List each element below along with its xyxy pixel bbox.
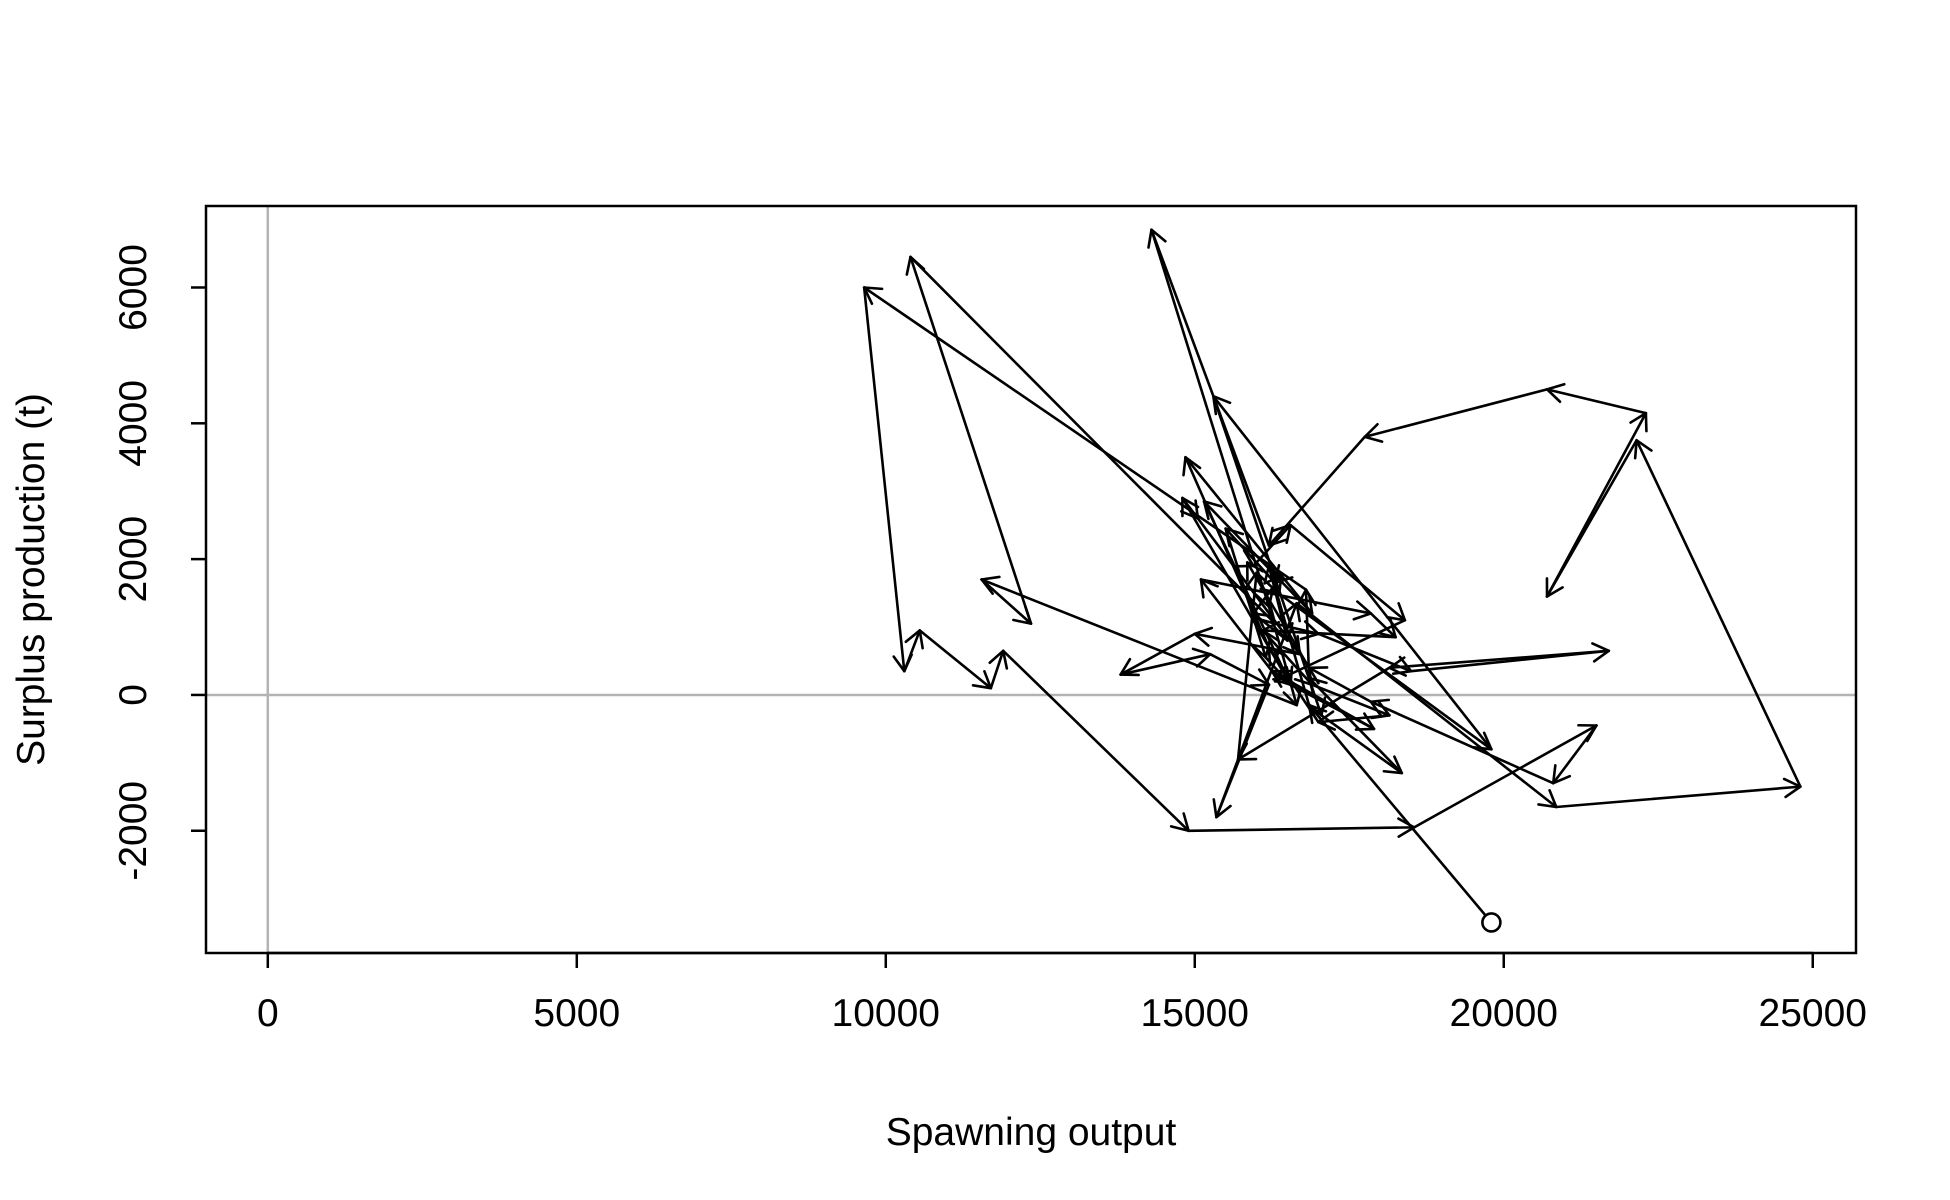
x-tick-label: 10000 xyxy=(832,992,940,1035)
trajectory-arrow xyxy=(862,286,1308,591)
trajectory-arrow xyxy=(1633,438,1802,788)
trajectory-arrow xyxy=(1363,388,1549,443)
trajectory-arrow xyxy=(1554,777,1802,809)
trajectory-arrow xyxy=(1273,618,1407,685)
trajectory-arrow xyxy=(1182,455,1271,649)
trajectory-arrow xyxy=(1551,724,1598,785)
x-axis: 0 5000 10000 15000 20000 25000 xyxy=(257,951,1867,1035)
reference-lines xyxy=(206,206,1856,953)
trajectory-arrow xyxy=(918,629,993,690)
x-tick-label: 0 xyxy=(257,992,279,1035)
x-tick-label: 25000 xyxy=(1759,992,1867,1035)
trajectory-arrow xyxy=(903,629,924,673)
trajectory-arrow xyxy=(1001,649,1190,833)
trajectory-arrow xyxy=(1208,652,1271,687)
x-tick-label: 20000 xyxy=(1450,992,1558,1035)
trajectory-arrow xyxy=(1307,703,1493,924)
y-axis: -2000 0 2000 4000 6000 xyxy=(112,244,206,881)
trajectory-arrow xyxy=(1320,714,1404,775)
y-tick-label: 0 xyxy=(112,684,155,706)
trajectory-arrow xyxy=(988,649,1009,690)
y-tick-label: 4000 xyxy=(112,380,155,467)
trajectory-arrow xyxy=(905,255,1033,625)
plot-marks xyxy=(862,228,1802,933)
trajectory-arrow xyxy=(862,286,913,673)
y-tick-label: -2000 xyxy=(112,781,155,881)
start-point-marker xyxy=(1481,912,1502,933)
trajectory-arrow xyxy=(1545,382,1648,415)
y-tick-label: 2000 xyxy=(112,516,155,603)
x-tick-label: 15000 xyxy=(1141,992,1249,1035)
x-tick-label: 5000 xyxy=(533,992,620,1035)
y-axis-label: Surplus production (t) xyxy=(10,393,53,766)
y-tick-label: 6000 xyxy=(112,244,155,331)
plot-frame xyxy=(204,204,1858,955)
trajectory-arrow xyxy=(1187,817,1416,838)
x-axis-label: Spawning output xyxy=(886,1111,1177,1154)
trajectory-arrow xyxy=(909,255,1277,625)
trajectory-arrow xyxy=(1545,411,1648,598)
